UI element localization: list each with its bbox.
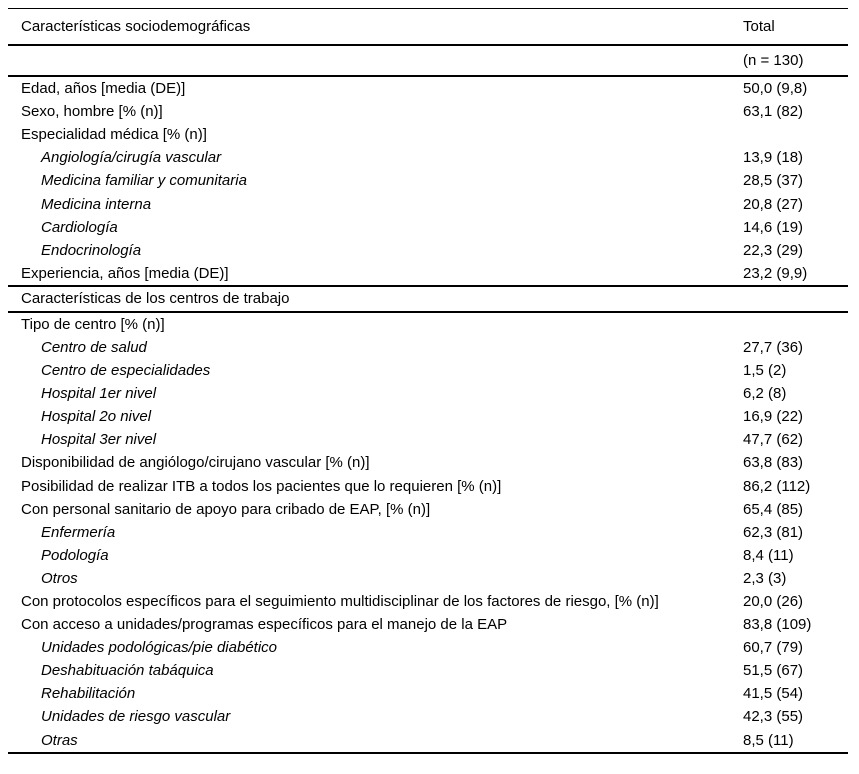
row-label: Hospital 3er nivel <box>41 432 157 448</box>
row-label: Hospital 1er nivel <box>41 386 157 402</box>
sample-size-cell: (n = 130) <box>743 52 804 69</box>
row-value: 16,9 (22) <box>743 408 804 426</box>
row-value: 62,3 (81) <box>743 523 804 541</box>
table-header-row: Características sociodemográficas Total <box>8 9 848 46</box>
table-row: Con acceso a unidades/programas específi… <box>8 613 848 636</box>
table-row: Deshabituación tabáquica 51,5 (67) <box>8 659 848 682</box>
row-label: Medicina familiar y comunitaria <box>41 173 247 189</box>
table-row: Hospital 3er nivel 47,7 (62) <box>8 428 848 451</box>
table-row: Sexo, hombre [% (n)] 63,1 (82) <box>8 100 848 123</box>
row-label: Centro de especialidades <box>41 363 211 379</box>
table-row: Otras 8,5 (11) <box>8 729 848 752</box>
row-value: 8,5 (11) <box>743 731 794 749</box>
row-label: Deshabituación tabáquica <box>41 663 214 679</box>
table-row: Especialidad médica [% (n)] <box>8 123 848 146</box>
row-value: 22,3 (29) <box>743 241 804 259</box>
row-label: Con protocolos específicos para el segui… <box>21 594 659 610</box>
row-label: Sexo, hombre [% (n)] <box>21 104 163 120</box>
row-value: 86,2 (112) <box>743 477 811 495</box>
row-label: Podología <box>41 547 109 563</box>
table-row: Experiencia, años [media (DE)] 23,2 (9,9… <box>8 262 848 285</box>
row-value: 20,8 (27) <box>743 195 804 213</box>
row-value: 1,5 (2) <box>743 362 787 380</box>
row-value: 20,0 (26) <box>743 593 804 611</box>
table-subheader-row: (n = 130) <box>8 46 848 77</box>
row-label: Especialidad médica [% (n)] <box>21 127 207 143</box>
section-title-row: Características de los centros de trabaj… <box>8 287 848 313</box>
table-row: Unidades de riesgo vascular 42,3 (55) <box>8 705 848 728</box>
table-row: Enfermería 62,3 (81) <box>8 521 848 544</box>
row-label: Enfermería <box>41 524 116 540</box>
table-row: Medicina interna 20,8 (27) <box>8 192 848 215</box>
row-value: 63,1 (82) <box>743 103 804 121</box>
row-value: 60,7 (79) <box>743 639 804 657</box>
section-sociodemographic: Edad, años [media (DE)] 50,0 (9,8) Sexo,… <box>8 77 848 287</box>
row-value: 51,5 (67) <box>743 662 804 680</box>
row-value: 83,8 (109) <box>743 616 812 634</box>
row-value: 14,6 (19) <box>743 218 804 236</box>
row-value: 42,3 (55) <box>743 708 804 726</box>
row-label: Tipo de centro [% (n)] <box>21 316 165 332</box>
table-row: Unidades podológicas/pie diabético 60,7 … <box>8 636 848 659</box>
row-label: Disponibilidad de angiólogo/cirujano vas… <box>21 455 370 471</box>
column-header-total: Total <box>743 18 775 35</box>
row-value: 28,5 (37) <box>743 172 804 190</box>
row-label: Medicina interna <box>41 196 152 212</box>
row-label: Otras <box>41 732 78 748</box>
row-label: Rehabilitación <box>41 686 136 702</box>
row-label: Con personal sanitario de apoyo para cri… <box>21 501 431 517</box>
table-row: Rehabilitación 41,5 (54) <box>8 682 848 705</box>
row-value: 63,8 (83) <box>743 454 804 472</box>
table-row: Disponibilidad de angiólogo/cirujano vas… <box>8 451 848 474</box>
row-label: Experiencia, años [media (DE)] <box>21 265 229 281</box>
table-row: Con protocolos específicos para el segui… <box>8 590 848 613</box>
row-label: Hospital 2o nivel <box>41 409 152 425</box>
table-row: Centro de especialidades 1,5 (2) <box>8 359 848 382</box>
row-label: Con acceso a unidades/programas específi… <box>21 617 508 633</box>
table-row: Otros 2,3 (3) <box>8 567 848 590</box>
table-row: Podología 8,4 (11) <box>8 544 848 567</box>
section-title: Características de los centros de trabaj… <box>21 291 290 307</box>
row-label: Angiología/cirugía vascular <box>41 150 222 166</box>
table-row: Cardiología 14,6 (19) <box>8 216 848 239</box>
table-row: Hospital 1er nivel 6,2 (8) <box>8 382 848 405</box>
row-label: Unidades podológicas/pie diabético <box>41 640 278 656</box>
row-value: 41,5 (54) <box>743 685 804 703</box>
table-row: Centro de salud 27,7 (36) <box>8 336 848 359</box>
section-work-centers: Tipo de centro [% (n)] Centro de salud 2… <box>8 313 848 754</box>
row-label: Otros <box>41 570 78 586</box>
row-value: 2,3 (3) <box>743 569 787 587</box>
row-value: 23,2 (9,9) <box>743 264 808 282</box>
row-value: 47,7 (62) <box>743 431 804 449</box>
table-row: Endocrinología 22,3 (29) <box>8 239 848 262</box>
row-label: Centro de salud <box>41 339 147 355</box>
row-value: 6,2 (8) <box>743 385 787 403</box>
row-label: Edad, años [media (DE)] <box>21 81 186 97</box>
table-row: Tipo de centro [% (n)] <box>8 313 848 336</box>
row-label: Posibilidad de realizar ITB a todos los … <box>21 478 502 494</box>
table-row: Posibilidad de realizar ITB a todos los … <box>8 475 848 498</box>
table-row: Edad, años [media (DE)] 50,0 (9,8) <box>8 77 848 100</box>
row-label: Endocrinología <box>41 242 142 258</box>
row-value: 50,0 (9,8) <box>743 80 808 98</box>
table-row: Hospital 2o nivel 16,9 (22) <box>8 405 848 428</box>
row-value: 27,7 (36) <box>743 338 804 356</box>
table-row: Angiología/cirugía vascular 13,9 (18) <box>8 146 848 169</box>
characteristics-table: Características sociodemográficas Total … <box>8 8 848 754</box>
table-row: Con personal sanitario de apoyo para cri… <box>8 498 848 521</box>
column-header-characteristics: Características sociodemográficas <box>21 19 251 34</box>
table-row: Medicina familiar y comunitaria 28,5 (37… <box>8 169 848 192</box>
row-value: 65,4 (85) <box>743 500 804 518</box>
row-label: Cardiología <box>41 219 118 235</box>
row-value: 8,4 (11) <box>743 546 794 564</box>
row-value: 13,9 (18) <box>743 149 804 167</box>
row-label: Unidades de riesgo vascular <box>41 709 231 725</box>
